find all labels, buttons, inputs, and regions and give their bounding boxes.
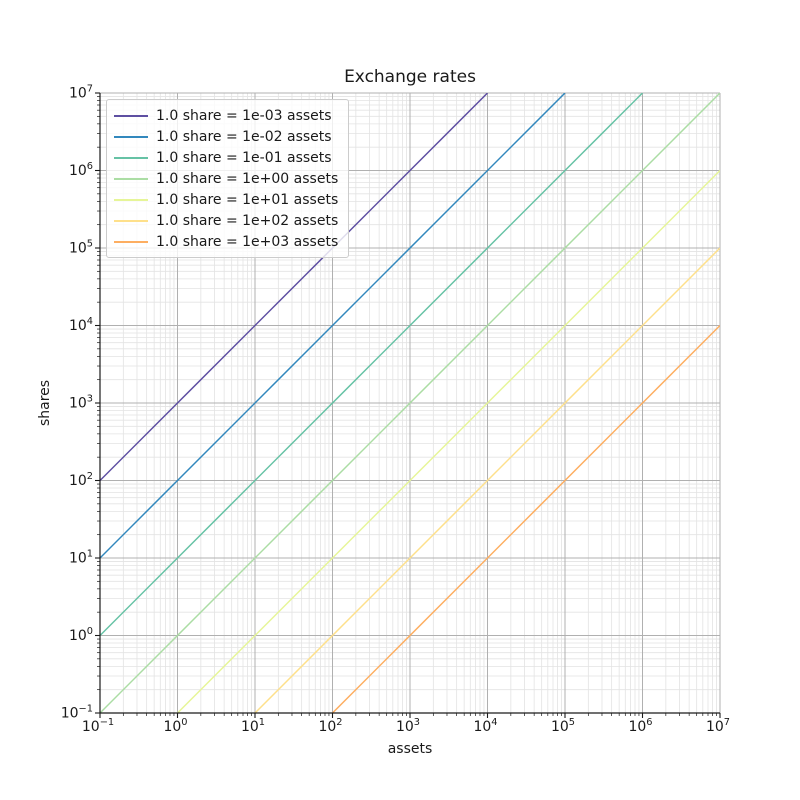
tick-label: 102 [69, 471, 93, 489]
legend-item-label: 1.0 share = 1e+00 assets [156, 170, 339, 187]
tick-label: 102 [318, 717, 342, 735]
axis-ticks [95, 92, 721, 718]
tick-label: 10−1 [61, 704, 93, 722]
y-axis-label: shares [37, 379, 53, 427]
tick-label: 106 [69, 161, 93, 179]
tick-label: 107 [706, 717, 730, 735]
legend-line-sample [114, 240, 148, 243]
tick-label: 106 [628, 717, 652, 735]
x-axis-label: assets [387, 741, 433, 757]
legend-item-label: 1.0 share = 1e-01 assets [156, 149, 332, 166]
tick-label: 103 [69, 394, 93, 412]
legend-item: 1.0 share = 1e+00 assets [114, 168, 338, 189]
legend: 1.0 share = 1e-03 assets 1.0 share = 1e-0… [106, 99, 350, 258]
legend-item: 1.0 share = 1e-03 assets [114, 105, 338, 126]
series-line [176, 169, 720, 713]
series-line [331, 324, 720, 713]
x-tick-labels: 10−1 100 101 102 103 104 105 106 107 [82, 717, 730, 735]
legend-item-label: 1.0 share = 1e-02 assets [156, 128, 332, 145]
tick-label: 100 [163, 717, 187, 735]
legend-item: 1.0 share = 1e+02 assets [114, 210, 338, 231]
tick-label: 105 [551, 717, 575, 735]
tick-label: 10−1 [82, 717, 114, 735]
legend-line-sample [114, 177, 148, 180]
legend-item: 1.0 share = 1e-01 assets [114, 147, 338, 168]
tick-label: 101 [241, 717, 265, 735]
legend-item-label: 1.0 share = 1e+02 assets [156, 212, 339, 229]
legend-item-label: 1.0 share = 1e+01 assets [156, 191, 339, 208]
y-tick-labels: 10−1 100 101 102 103 104 105 106 107 [61, 84, 93, 722]
tick-label: 107 [69, 84, 93, 102]
tick-label: 100 [69, 626, 93, 644]
legend-line-sample [114, 135, 148, 138]
legend-line-sample [114, 114, 148, 117]
tick-label: 104 [473, 717, 497, 735]
series-line [100, 93, 644, 637]
chart-title: Exchange rates [344, 67, 476, 87]
tick-label: 101 [69, 549, 93, 567]
tick-label: 105 [69, 239, 93, 257]
tick-label: 104 [69, 316, 93, 334]
legend-line-sample [114, 156, 148, 159]
legend-item: 1.0 share = 1e+03 assets [114, 231, 338, 252]
tick-label: 103 [396, 717, 420, 735]
series-line [100, 93, 720, 713]
series-line [254, 247, 720, 713]
legend-item-label: 1.0 share = 1e-03 assets [156, 107, 332, 124]
series-lines [100, 93, 720, 713]
legend-item-label: 1.0 share = 1e+03 assets [156, 233, 339, 250]
legend-item: 1.0 share = 1e+01 assets [114, 189, 338, 210]
series-line [100, 93, 489, 482]
series-line [100, 93, 566, 559]
legend-line-sample [114, 219, 148, 222]
legend-line-sample [114, 198, 148, 201]
legend-item: 1.0 share = 1e-02 assets [114, 126, 338, 147]
